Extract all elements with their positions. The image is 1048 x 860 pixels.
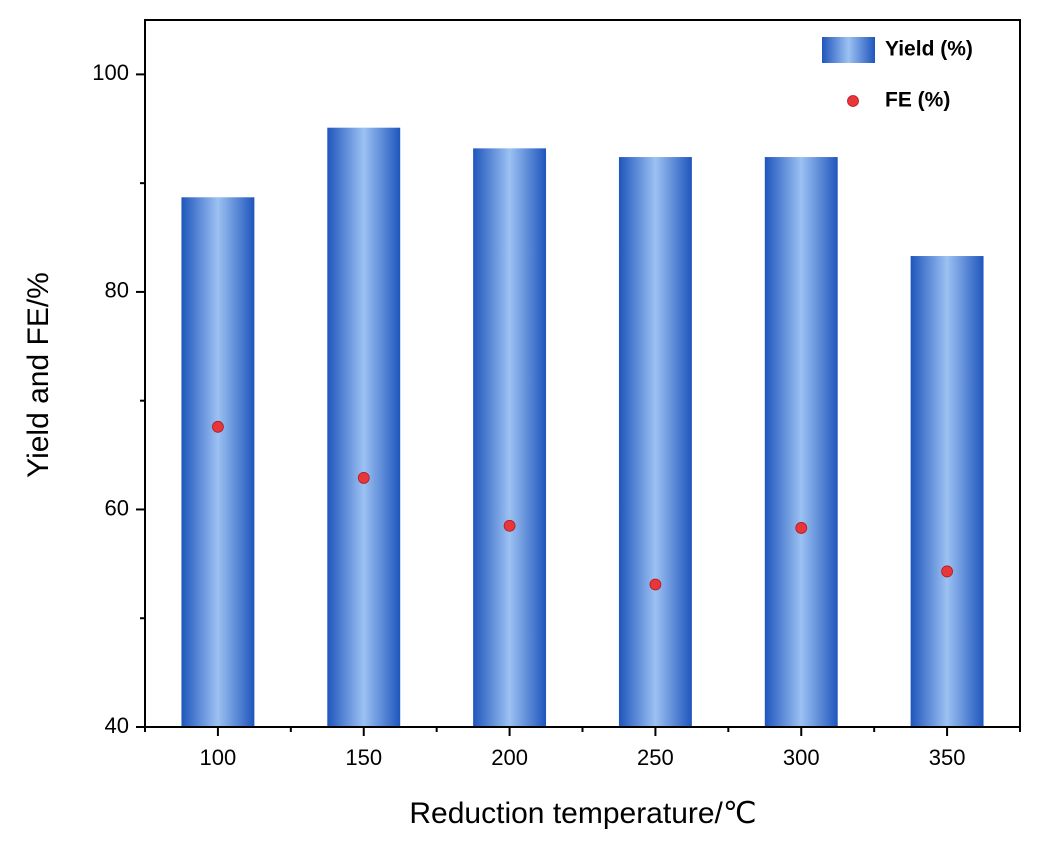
bar <box>327 127 401 728</box>
x-axis-title: Reduction temperature/℃ <box>409 797 756 830</box>
legend-swatch <box>822 37 875 63</box>
bar <box>764 157 838 728</box>
point <box>795 522 808 534</box>
y-tick-label: 40 <box>105 713 129 738</box>
legend-label: Yield (%) <box>885 38 973 61</box>
bar <box>473 148 547 728</box>
point <box>357 472 370 484</box>
x-tick-label: 100 <box>200 745 237 770</box>
legend-label: FE (%) <box>885 89 950 112</box>
x-tick-label: 200 <box>491 745 528 770</box>
plot-frame <box>144 19 1021 728</box>
x-tick-label: 150 <box>345 745 382 770</box>
bar <box>181 197 255 728</box>
x-tick-label: 300 <box>783 745 820 770</box>
bar <box>618 157 692 728</box>
point <box>649 578 662 591</box>
point <box>503 519 516 532</box>
bar <box>910 256 984 727</box>
point <box>941 565 953 578</box>
x-tick-label: 350 <box>929 745 966 770</box>
legend-swatch <box>847 95 859 107</box>
y-tick-label: 100 <box>92 60 129 85</box>
point <box>212 420 224 433</box>
x-tick-label: 250 <box>637 745 674 770</box>
y-tick-label: 60 <box>105 495 129 520</box>
y-tick-label: 80 <box>105 278 129 303</box>
y-axis-title: Yield and FE/% <box>22 272 55 478</box>
